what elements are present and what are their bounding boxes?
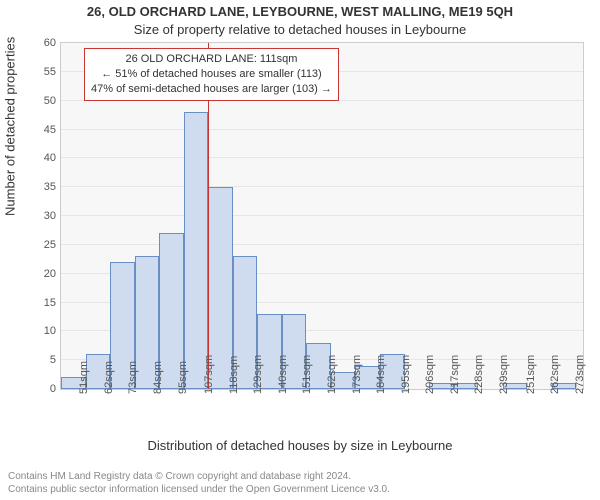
x-tick-label: 262sqm xyxy=(549,355,561,394)
x-tick-label: 206sqm xyxy=(424,355,436,394)
grid-line xyxy=(61,244,583,245)
y-tick-label: 0 xyxy=(26,383,56,395)
x-tick-label: 107sqm xyxy=(203,355,215,394)
x-tick-label: 62sqm xyxy=(103,361,115,394)
x-tick-label: 73sqm xyxy=(127,361,139,394)
y-tick-label: 25 xyxy=(26,239,56,251)
grid-line xyxy=(61,129,583,130)
y-tick-label: 50 xyxy=(26,95,56,107)
x-tick-label: 84sqm xyxy=(152,361,164,394)
x-axis-title: Distribution of detached houses by size … xyxy=(0,438,600,453)
x-tick-label: 118sqm xyxy=(228,356,240,394)
chart-subtitle: Size of property relative to detached ho… xyxy=(0,22,600,37)
page-title: 26, OLD ORCHARD LANE, LEYBOURNE, WEST MA… xyxy=(0,4,600,19)
x-tick-label: 129sqm xyxy=(252,355,264,394)
x-tick-label: 251sqm xyxy=(525,355,537,394)
histogram-bar xyxy=(184,112,209,389)
footer-line-1: Contains HM Land Registry data © Crown c… xyxy=(8,471,390,484)
y-tick-label: 45 xyxy=(26,124,56,136)
grid-line xyxy=(61,186,583,187)
footer-line-2: Contains public sector information licen… xyxy=(8,484,390,497)
info-line-3: 47% of semi-detached houses are larger (… xyxy=(91,82,332,97)
y-tick-label: 15 xyxy=(26,297,56,309)
x-tick-label: 151sqm xyxy=(301,355,313,394)
footer-attribution: Contains HM Land Registry data © Crown c… xyxy=(8,471,390,496)
y-tick-label: 20 xyxy=(26,268,56,280)
y-tick-label: 10 xyxy=(26,325,56,337)
x-tick-label: 217sqm xyxy=(449,355,461,394)
info-line-1: 26 OLD ORCHARD LANE: 111sqm xyxy=(91,52,332,67)
x-tick-label: 140sqm xyxy=(277,355,289,394)
y-tick-label: 5 xyxy=(26,354,56,366)
x-tick-label: 228sqm xyxy=(473,355,485,394)
info-line-2: ← 51% of detached houses are smaller (11… xyxy=(91,67,332,82)
y-tick-label: 30 xyxy=(26,210,56,222)
x-tick-label: 162sqm xyxy=(326,355,338,394)
y-tick-label: 35 xyxy=(26,181,56,193)
x-tick-label: 51sqm xyxy=(78,361,90,394)
x-tick-label: 184sqm xyxy=(375,355,387,394)
grid-line xyxy=(61,157,583,158)
x-tick-label: 173sqm xyxy=(351,355,363,394)
x-tick-label: 95sqm xyxy=(177,361,189,394)
grid-line xyxy=(61,215,583,216)
marker-info-box: 26 OLD ORCHARD LANE: 111sqm ← 51% of det… xyxy=(84,48,339,101)
y-tick-label: 60 xyxy=(26,37,56,49)
x-tick-label: 273sqm xyxy=(574,355,586,394)
y-tick-label: 55 xyxy=(26,66,56,78)
y-axis-title: Number of detached properties xyxy=(3,37,18,216)
x-tick-label: 239sqm xyxy=(498,355,510,394)
x-tick-label: 195sqm xyxy=(400,355,412,394)
y-tick-label: 40 xyxy=(26,152,56,164)
